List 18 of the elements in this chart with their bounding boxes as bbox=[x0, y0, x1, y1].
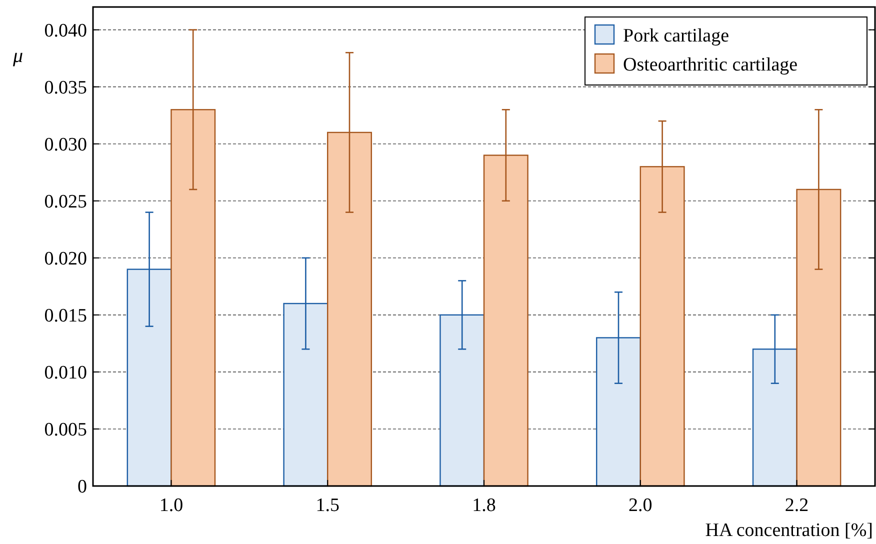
x-tick-label: 1.5 bbox=[316, 495, 340, 516]
y-tick-label: 0 bbox=[78, 476, 87, 498]
x-tick-label: 2.0 bbox=[628, 495, 652, 516]
y-tick-label: 0.015 bbox=[44, 306, 87, 327]
legend-label: Pork cartilage bbox=[623, 26, 730, 47]
y-axis-title: μ bbox=[12, 45, 24, 67]
y-tick-label: 0.010 bbox=[44, 362, 87, 384]
x-tick-label: 1.0 bbox=[159, 495, 184, 516]
legend-label: Osteoarthritic cartilage bbox=[623, 54, 798, 76]
y-tick-label: 0.035 bbox=[44, 77, 87, 98]
x-axis-title: HA concentration [%] bbox=[705, 520, 873, 541]
y-tick-label: 0.025 bbox=[44, 192, 87, 213]
y-tick-label: 0.040 bbox=[44, 20, 87, 42]
y-tick-label: 0.030 bbox=[44, 134, 87, 156]
y-tick-label: 0.005 bbox=[44, 420, 87, 441]
x-tick-label: 2.2 bbox=[784, 495, 809, 516]
x-tick-label: 1.8 bbox=[472, 495, 496, 516]
y-tick-label: 0.020 bbox=[44, 248, 87, 270]
